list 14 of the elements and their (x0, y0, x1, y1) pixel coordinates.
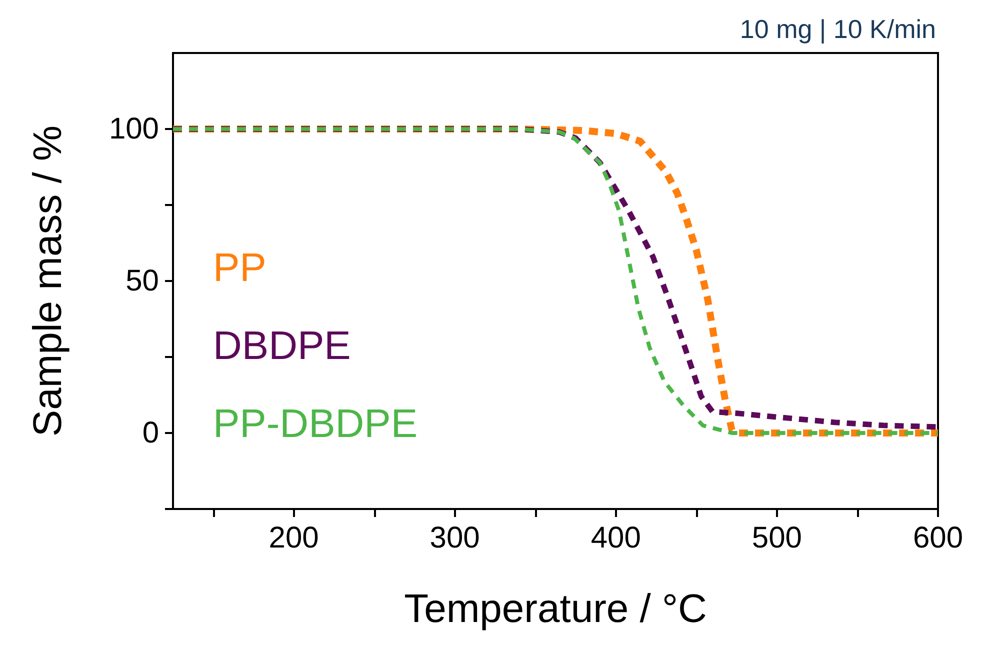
x-axis-title: Temperature / °C (404, 587, 707, 631)
x-tick-label: 400 (590, 522, 641, 554)
x-tick-label: 300 (430, 522, 480, 554)
y-tick-label: 100 (108, 112, 159, 146)
text: 10 mg | 10 K/min (740, 14, 936, 44)
y-tick-label: 50 (126, 264, 159, 298)
y-tick-label: 0 (142, 416, 159, 450)
y-axis-title: Sample mass / % (26, 125, 70, 437)
text: DBDPE (213, 324, 351, 368)
x-tick-label: 500 (752, 522, 802, 554)
x-tick-label: 600 (912, 522, 964, 554)
x-tick-label: 200 (268, 522, 319, 554)
text: PP-DBDPE (213, 402, 418, 446)
text: PP (213, 246, 266, 290)
